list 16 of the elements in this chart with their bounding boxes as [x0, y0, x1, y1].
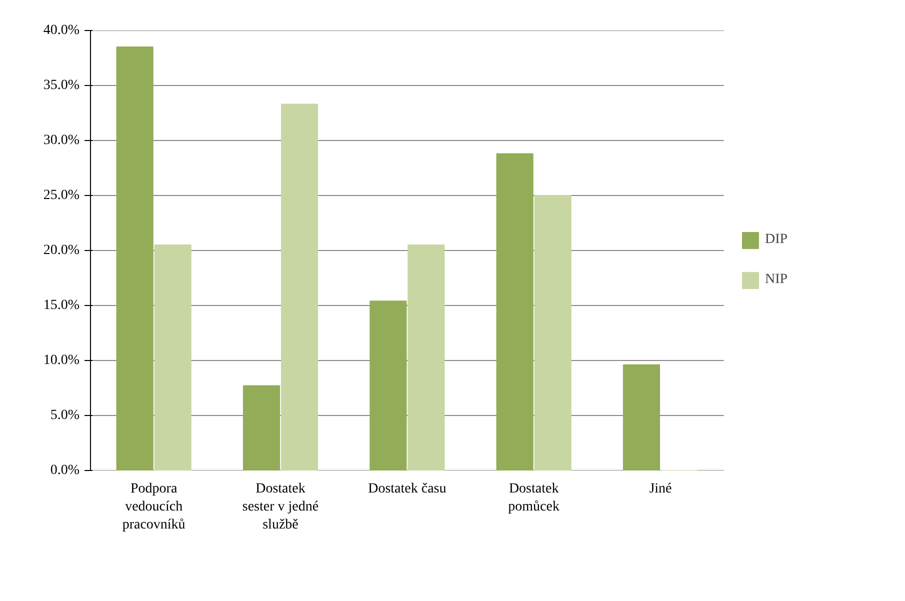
x-tick-label: Podpora vedoucích pracovníků [122, 482, 186, 532]
y-tick-label: 20.0% [43, 243, 80, 258]
y-tick-label: 25.0% [43, 188, 80, 203]
y-tick-label: 30.0% [43, 133, 80, 148]
y-tick-label: 40.0% [43, 23, 80, 38]
x-tick-label: Dostatek sester v jedné službě [242, 482, 319, 532]
y-tick-label: 15.0% [43, 298, 80, 313]
y-tick-label: 35.0% [43, 78, 80, 93]
x-tick-label: Dostatek času [368, 482, 446, 496]
y-tick-label: 5.0% [50, 408, 80, 423]
x-tick-label: Jiné [649, 482, 672, 496]
legend-label: DIP [765, 232, 788, 248]
y-tick-label: 0.0% [50, 463, 80, 478]
y-tick-label: 10.0% [43, 353, 80, 368]
x-tick-label: Dostatek pomůcek [508, 482, 560, 514]
legend-label: NIP [765, 272, 788, 288]
